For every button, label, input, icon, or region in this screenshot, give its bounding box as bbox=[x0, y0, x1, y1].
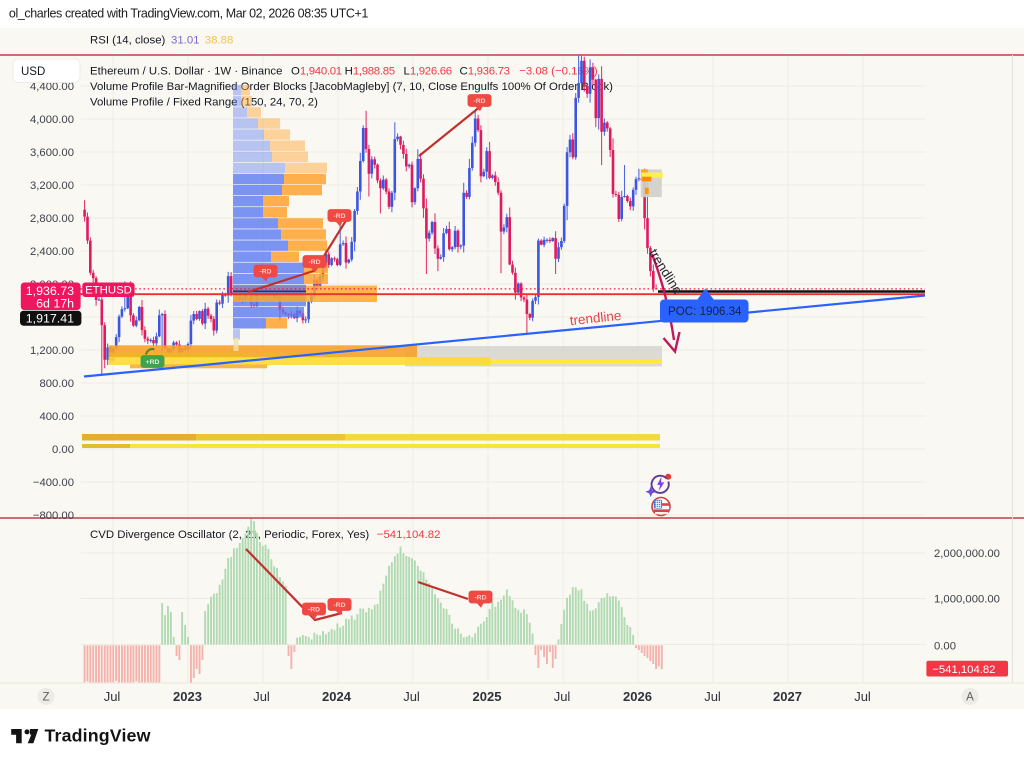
svg-text:Z: Z bbox=[42, 692, 49, 704]
svg-text:-RD: -RD bbox=[259, 268, 271, 275]
svg-text:1,000,000.00: 1,000,000.00 bbox=[934, 594, 1000, 606]
svg-text:−541,104.82: −541,104.82 bbox=[932, 664, 995, 676]
svg-text:2,000,000.00: 2,000,000.00 bbox=[934, 548, 1000, 560]
svg-text:3,600.00: 3,600.00 bbox=[30, 147, 74, 159]
svg-text:A: A bbox=[966, 692, 974, 704]
svg-text:trendline: trendline bbox=[569, 308, 622, 328]
svg-text:-RD: -RD bbox=[333, 213, 345, 220]
svg-text:TradingView: TradingView bbox=[45, 726, 151, 746]
svg-text:2025: 2025 bbox=[473, 689, 502, 704]
svg-text:2,400.00: 2,400.00 bbox=[30, 246, 74, 258]
svg-text:RSI (14, close): RSI (14, close) bbox=[90, 35, 166, 47]
svg-text:−541,104.82: −541,104.82 bbox=[377, 529, 441, 541]
svg-text:0.00: 0.00 bbox=[52, 444, 74, 456]
svg-text:-RD: -RD bbox=[308, 259, 320, 266]
svg-text:Jul: Jul bbox=[854, 689, 871, 704]
svg-text:Jul: Jul bbox=[104, 689, 121, 704]
svg-text:800.00: 800.00 bbox=[39, 378, 74, 390]
svg-text:Jul: Jul bbox=[403, 689, 420, 704]
svg-text:Jul: Jul bbox=[554, 689, 571, 704]
svg-text:2024: 2024 bbox=[322, 689, 352, 704]
svg-text:-RD: -RD bbox=[474, 594, 486, 601]
svg-text:L1,926.66: L1,926.66 bbox=[404, 65, 452, 77]
svg-text:CVD Divergence Oscillator (2,: CVD Divergence Oscillator (2, 21, Period… bbox=[90, 529, 369, 541]
svg-text:C1,936.73: C1,936.73 bbox=[460, 65, 510, 77]
svg-text:-RD: -RD bbox=[308, 606, 320, 613]
svg-text:38.88: 38.88 bbox=[205, 35, 234, 47]
svg-text:Jul: Jul bbox=[704, 689, 721, 704]
svg-text:2,800.00: 2,800.00 bbox=[30, 213, 74, 225]
svg-text:ol_charles created with Tradin: ol_charles created with TradingView.com,… bbox=[9, 7, 368, 21]
svg-text:4,000.00: 4,000.00 bbox=[30, 114, 74, 126]
svg-text:Volume Profile / Fixed Range (: Volume Profile / Fixed Range (150, 24, 7… bbox=[90, 97, 318, 109]
svg-text:2023: 2023 bbox=[173, 689, 202, 704]
svg-text:−400.00: −400.00 bbox=[33, 477, 74, 489]
svg-text:USD: USD bbox=[21, 66, 45, 78]
svg-text:Ethereum / U.S. Dollar · 1W ·: Ethereum / U.S. Dollar · 1W · Binance bbox=[90, 65, 282, 77]
svg-text:4,400.00: 4,400.00 bbox=[30, 81, 74, 93]
svg-text:−3.08 (−0.16%): −3.08 (−0.16%) bbox=[519, 65, 598, 77]
svg-text:H1,988.85: H1,988.85 bbox=[345, 65, 395, 77]
svg-text:6d 17h: 6d 17h bbox=[36, 297, 74, 311]
svg-text:-RD: -RD bbox=[473, 98, 485, 105]
svg-text:2027: 2027 bbox=[773, 689, 802, 704]
svg-text:1,200.00: 1,200.00 bbox=[30, 345, 74, 357]
svg-text:-RD: -RD bbox=[333, 602, 345, 609]
svg-text:1,917.41: 1,917.41 bbox=[26, 312, 74, 326]
svg-text:Jul: Jul bbox=[253, 689, 270, 704]
svg-text:Volume Profile Bar-Magnified O: Volume Profile Bar-Magnified Order Block… bbox=[90, 81, 613, 93]
svg-text:31.01: 31.01 bbox=[171, 35, 200, 47]
svg-text:0.00: 0.00 bbox=[934, 641, 956, 653]
svg-text:2026: 2026 bbox=[623, 689, 652, 704]
svg-text:POC: 1906.34: POC: 1906.34 bbox=[668, 305, 742, 318]
svg-text:400.00: 400.00 bbox=[39, 411, 74, 423]
svg-text:−800.00: −800.00 bbox=[33, 510, 74, 522]
svg-text:+RD: +RD bbox=[146, 359, 160, 366]
svg-text:ETHUSD: ETHUSD bbox=[85, 285, 132, 297]
svg-text:O1,940.01: O1,940.01 bbox=[291, 65, 342, 77]
svg-text:1,936.73: 1,936.73 bbox=[26, 284, 74, 298]
svg-text:3,200.00: 3,200.00 bbox=[30, 180, 74, 192]
